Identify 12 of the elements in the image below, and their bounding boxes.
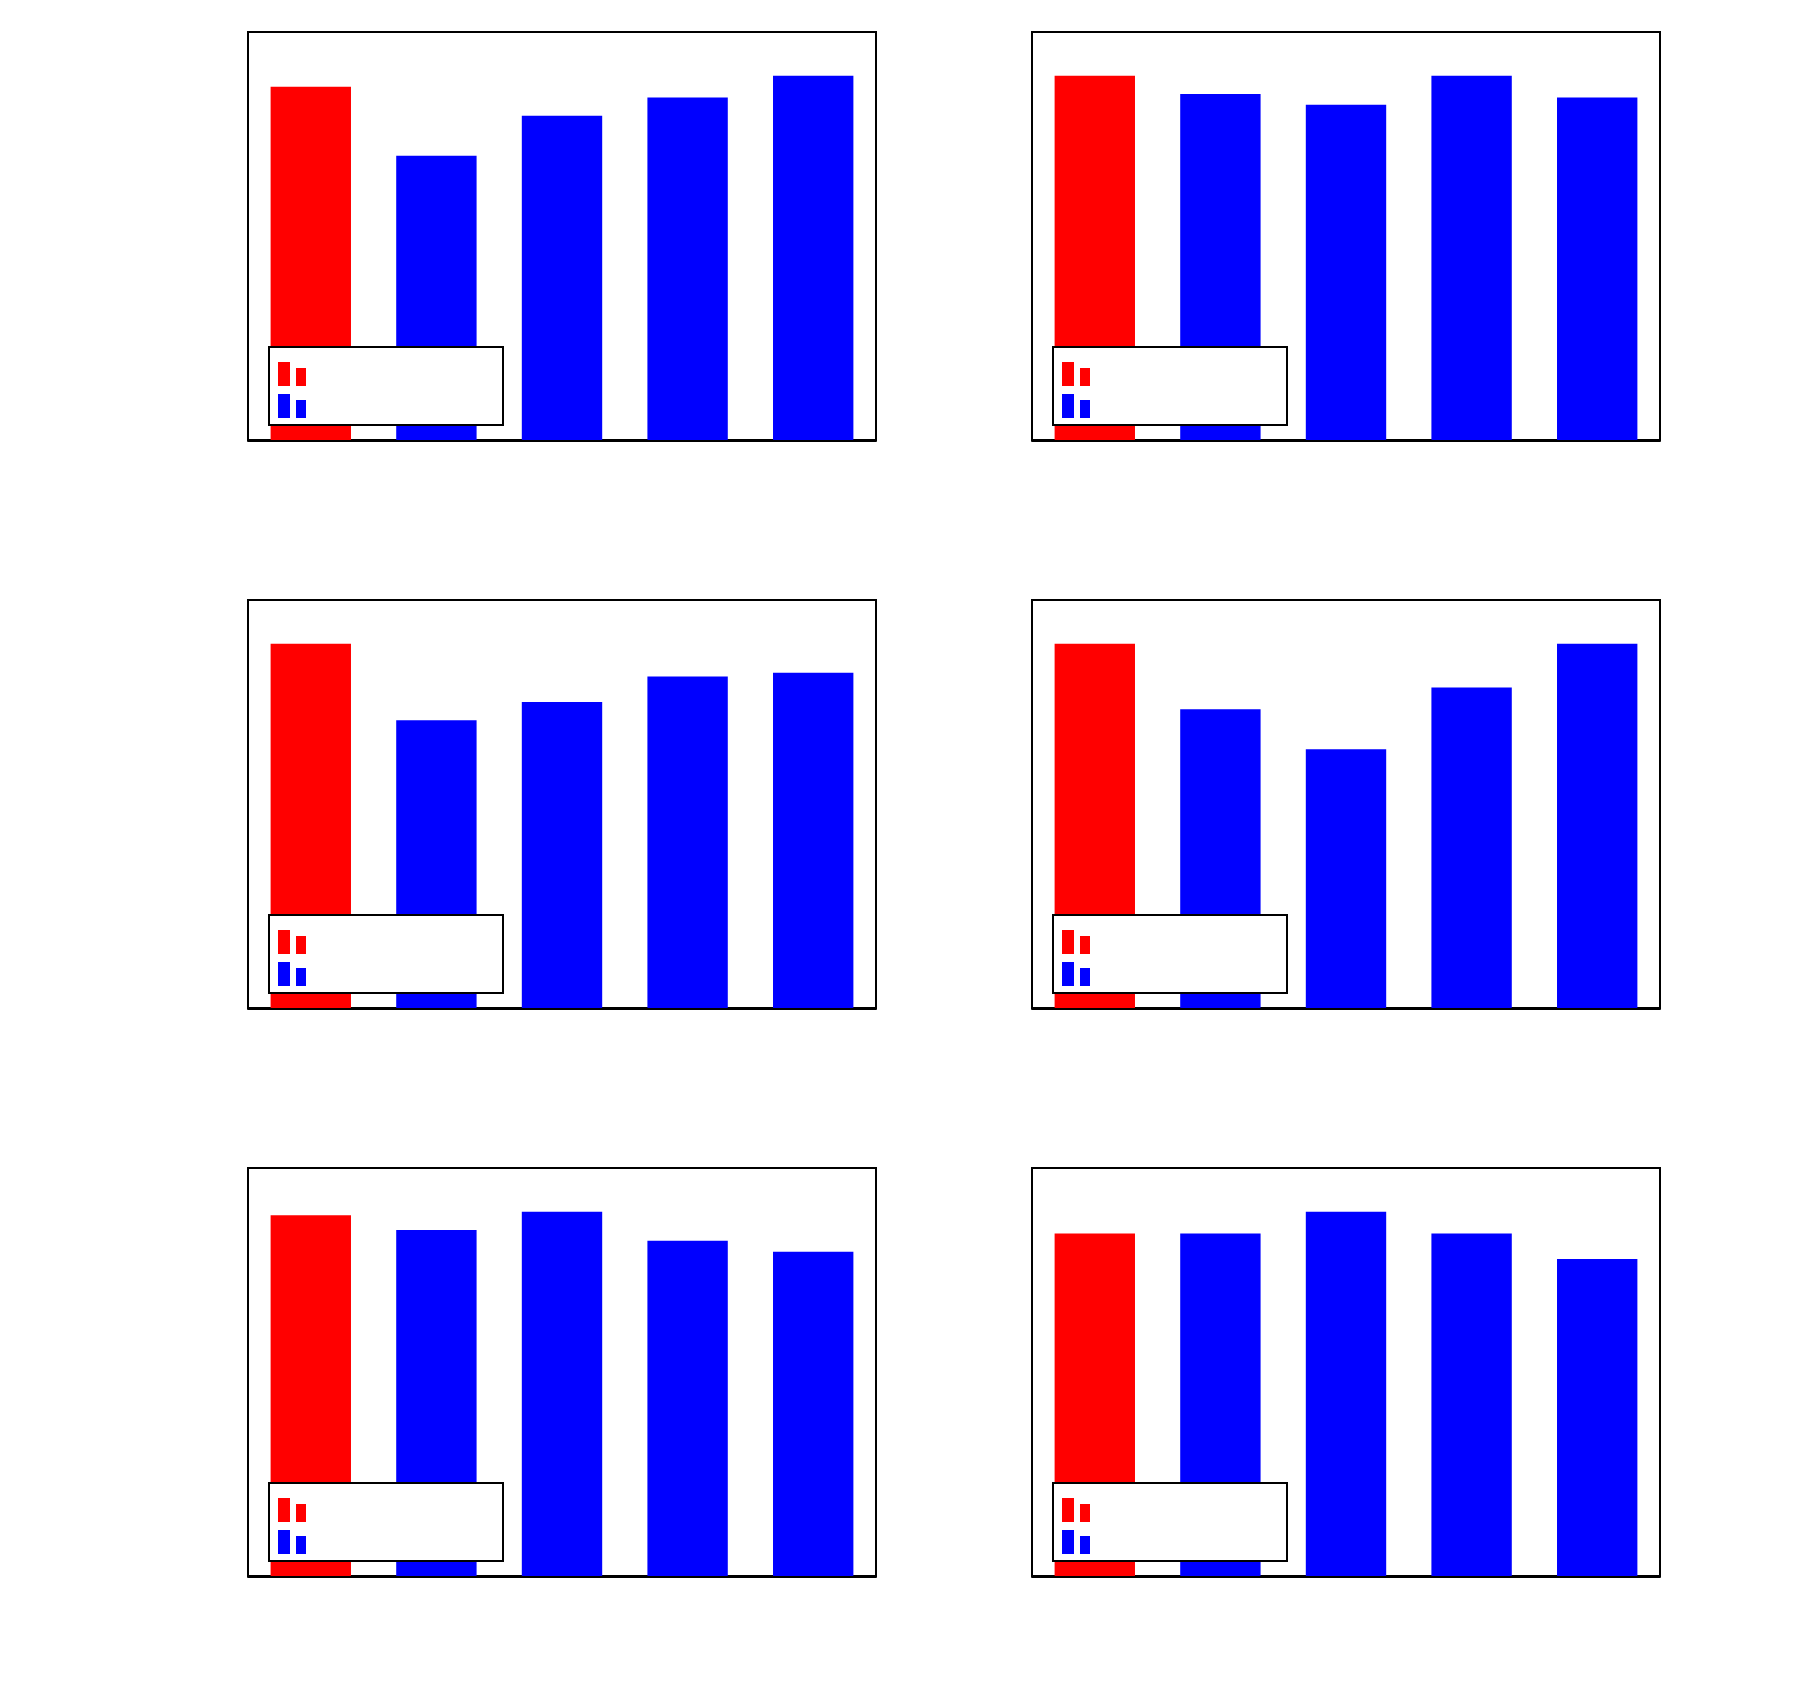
bar [1557, 97, 1638, 440]
bar [647, 1240, 728, 1576]
bar [773, 1251, 854, 1576]
bar [1431, 75, 1512, 440]
bar [1305, 749, 1387, 1008]
bar [1305, 104, 1387, 440]
bar [647, 97, 728, 440]
bar [1557, 643, 1638, 1008]
bar [1431, 687, 1512, 1008]
bar [521, 115, 603, 440]
bar [773, 75, 854, 440]
bar [521, 1211, 603, 1576]
